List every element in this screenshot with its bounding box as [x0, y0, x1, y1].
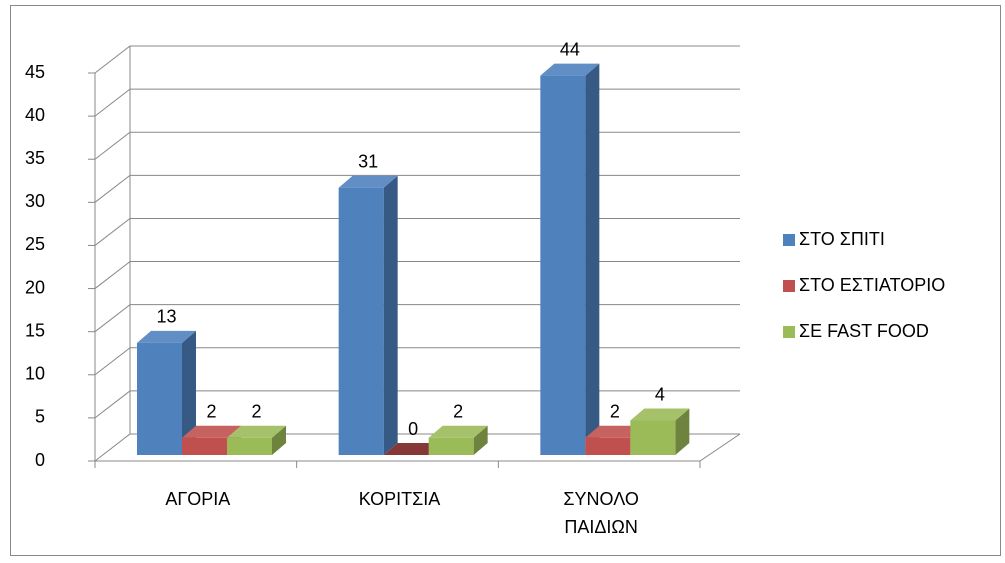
bar-side — [473, 425, 488, 455]
grid-line — [94, 45, 740, 74]
legend-swatch — [783, 326, 795, 338]
bar-top — [630, 408, 690, 421]
legend-swatch — [783, 280, 795, 292]
bar — [428, 437, 474, 455]
data-label: 0 — [408, 419, 418, 439]
legend-label: ΣΤΟ ΕΣΤΙΑΤΟΡΙΟ — [799, 275, 945, 295]
y-tick-label: 30 — [25, 191, 45, 211]
x-tick-label: ΣΥΝΟΛΟ ΠΑΙΔΙΩΝ — [563, 489, 639, 537]
data-label: 4 — [655, 384, 665, 404]
grid-line — [94, 433, 740, 462]
data-label: 44 — [560, 39, 580, 59]
bar-top — [182, 425, 241, 438]
chart-border — [10, 5, 1001, 556]
bar-top — [338, 175, 398, 188]
y-tick-label: 5 — [35, 407, 45, 427]
bar-top — [383, 443, 443, 455]
bar — [585, 437, 631, 455]
legend-label: ΣΕ FAST FOOD — [799, 321, 929, 341]
bar — [540, 75, 586, 455]
y-tick-label: 10 — [25, 364, 45, 384]
bar-side — [182, 330, 196, 455]
y-tick-label: 15 — [25, 320, 45, 340]
grid-line — [94, 217, 740, 246]
bar — [227, 437, 272, 455]
y-tick-label: 45 — [25, 62, 45, 82]
bar-side — [272, 425, 286, 455]
y-tick-label: 25 — [25, 234, 45, 254]
grid-line — [94, 88, 740, 117]
x-tick-label: ΚΟΡΙΤΣΙΑ — [358, 489, 441, 509]
legend-label: ΣΤΟ ΣΠΙΤΙ — [799, 229, 885, 249]
grid-line — [94, 304, 740, 333]
y-tick-label: 0 — [35, 450, 45, 470]
bar — [338, 187, 384, 455]
bar-top — [137, 330, 196, 343]
grid-line — [94, 347, 740, 376]
legend-swatch — [783, 234, 795, 246]
x-tick-label: ΑΓΟΡΙΑ — [165, 489, 231, 509]
bar-top — [227, 425, 286, 438]
y-tick-label: 35 — [25, 148, 45, 168]
data-label: 2 — [251, 402, 261, 422]
grid-line — [94, 174, 740, 203]
data-label: 2 — [610, 402, 620, 422]
data-label: 2 — [453, 402, 463, 422]
bar-top — [540, 63, 600, 76]
bar-side — [675, 408, 690, 455]
bar-top — [585, 425, 645, 438]
grid-line — [94, 131, 740, 160]
data-label: 31 — [358, 151, 378, 171]
grid-line — [94, 390, 740, 419]
y-tick-label: 20 — [25, 277, 45, 297]
data-label: 2 — [206, 402, 216, 422]
data-label: 13 — [156, 307, 176, 327]
bar-top — [428, 425, 488, 438]
bar-side — [585, 63, 600, 455]
grid-line — [94, 261, 740, 289]
bar — [182, 437, 227, 455]
bar — [630, 420, 676, 455]
y-tick-label: 40 — [25, 105, 45, 125]
bar-side — [383, 175, 398, 455]
bar — [137, 342, 182, 455]
